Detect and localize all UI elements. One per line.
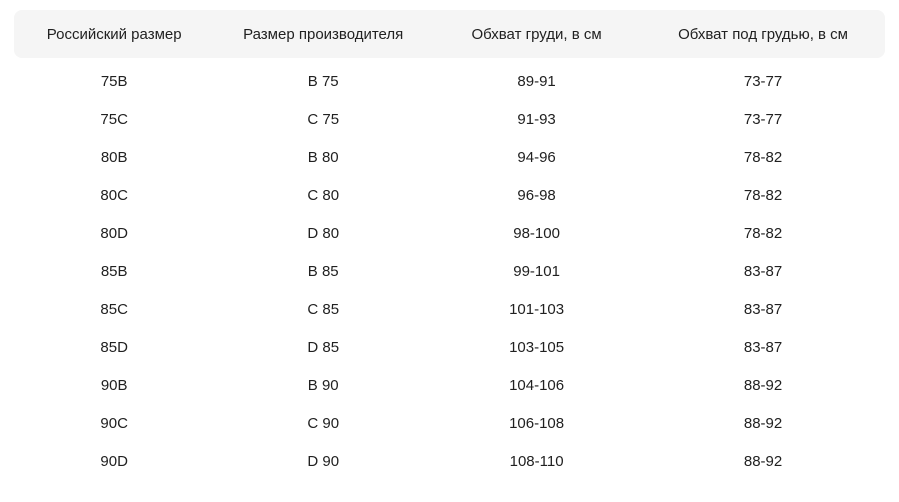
cell-russian-size: 80B	[100, 148, 128, 166]
cell-underbust: 83-87	[743, 262, 783, 280]
cell-bust: 99-101	[513, 262, 560, 280]
cell-manufacturer-size: C 80	[307, 186, 340, 204]
cell-bust: 103-105	[509, 338, 565, 356]
cell-manufacturer-size: C 90	[307, 414, 340, 432]
cell-bust: 104-106	[509, 376, 565, 394]
table-body: 75B B 75 89-91 73-77 75C C 75 91-93 73-7…	[14, 62, 885, 480]
table-row: 90D D 90 108-110 88-92	[14, 442, 885, 480]
cell-bust: 94-96	[517, 148, 556, 166]
cell-russian-size: 90D	[100, 452, 128, 470]
table-row: 80B B 80 94-96 78-82	[14, 138, 885, 176]
cell-russian-size: 75C	[100, 110, 128, 128]
cell-manufacturer-size: D 90	[307, 452, 340, 470]
column-header-russian-size: Российский размер	[46, 25, 182, 43]
cell-manufacturer-size: B 80	[307, 148, 339, 166]
cell-bust: 108-110	[509, 452, 564, 470]
cell-russian-size: 80C	[100, 186, 128, 204]
cell-manufacturer-size: B 85	[307, 262, 339, 280]
table-row: 85B B 85 99-101 83-87	[14, 252, 885, 290]
cell-russian-size: 85C	[100, 300, 128, 318]
table-header-row: Российский размер Размер производителя О…	[14, 10, 885, 58]
cell-manufacturer-size: C 75	[307, 110, 340, 128]
cell-russian-size: 85D	[100, 338, 128, 356]
cell-bust: 89-91	[517, 72, 556, 90]
cell-underbust: 83-87	[743, 300, 783, 318]
cell-underbust: 78-82	[743, 148, 783, 166]
cell-russian-size: 90B	[100, 376, 128, 394]
cell-underbust: 83-87	[743, 338, 783, 356]
cell-bust: 91-93	[517, 110, 556, 128]
cell-underbust: 73-77	[743, 110, 783, 128]
cell-manufacturer-size: C 85	[307, 300, 340, 318]
table-row: 85D D 85 103-105 83-87	[14, 328, 885, 366]
table-row: 75B B 75 89-91 73-77	[14, 62, 885, 100]
column-header-manufacturer-size: Размер производителя	[243, 25, 404, 43]
cell-underbust: 78-82	[743, 224, 783, 242]
cell-underbust: 78-82	[743, 186, 783, 204]
column-header-underbust: Обхват под грудью, в см	[678, 25, 848, 43]
cell-manufacturer-size: B 90	[307, 376, 339, 394]
column-header-bust: Обхват груди, в см	[471, 25, 602, 43]
cell-underbust: 73-77	[743, 72, 783, 90]
table-row: 85C C 85 101-103 83-87	[14, 290, 885, 328]
cell-bust: 106-108	[509, 414, 565, 432]
cell-underbust: 88-92	[743, 452, 783, 470]
cell-russian-size: 80D	[100, 224, 128, 242]
cell-bust: 101-103	[509, 300, 565, 318]
cell-russian-size: 85B	[100, 262, 128, 280]
cell-underbust: 88-92	[743, 414, 783, 432]
cell-bust: 96-98	[517, 186, 556, 204]
cell-russian-size: 90C	[100, 414, 128, 432]
size-chart-table: Российский размер Размер производителя О…	[14, 10, 885, 480]
cell-manufacturer-size: D 85	[307, 338, 340, 356]
cell-underbust: 88-92	[743, 376, 783, 394]
table-row: 75C C 75 91-93 73-77	[14, 100, 885, 138]
cell-manufacturer-size: B 75	[307, 72, 339, 90]
table-row: 80D D 80 98-100 78-82	[14, 214, 885, 252]
cell-russian-size: 75B	[100, 72, 128, 90]
table-row: 80C C 80 96-98 78-82	[14, 176, 885, 214]
table-row: 90C C 90 106-108 88-92	[14, 404, 885, 442]
cell-manufacturer-size: D 80	[307, 224, 340, 242]
cell-bust: 98-100	[513, 224, 560, 242]
table-row: 90B B 90 104-106 88-92	[14, 366, 885, 404]
